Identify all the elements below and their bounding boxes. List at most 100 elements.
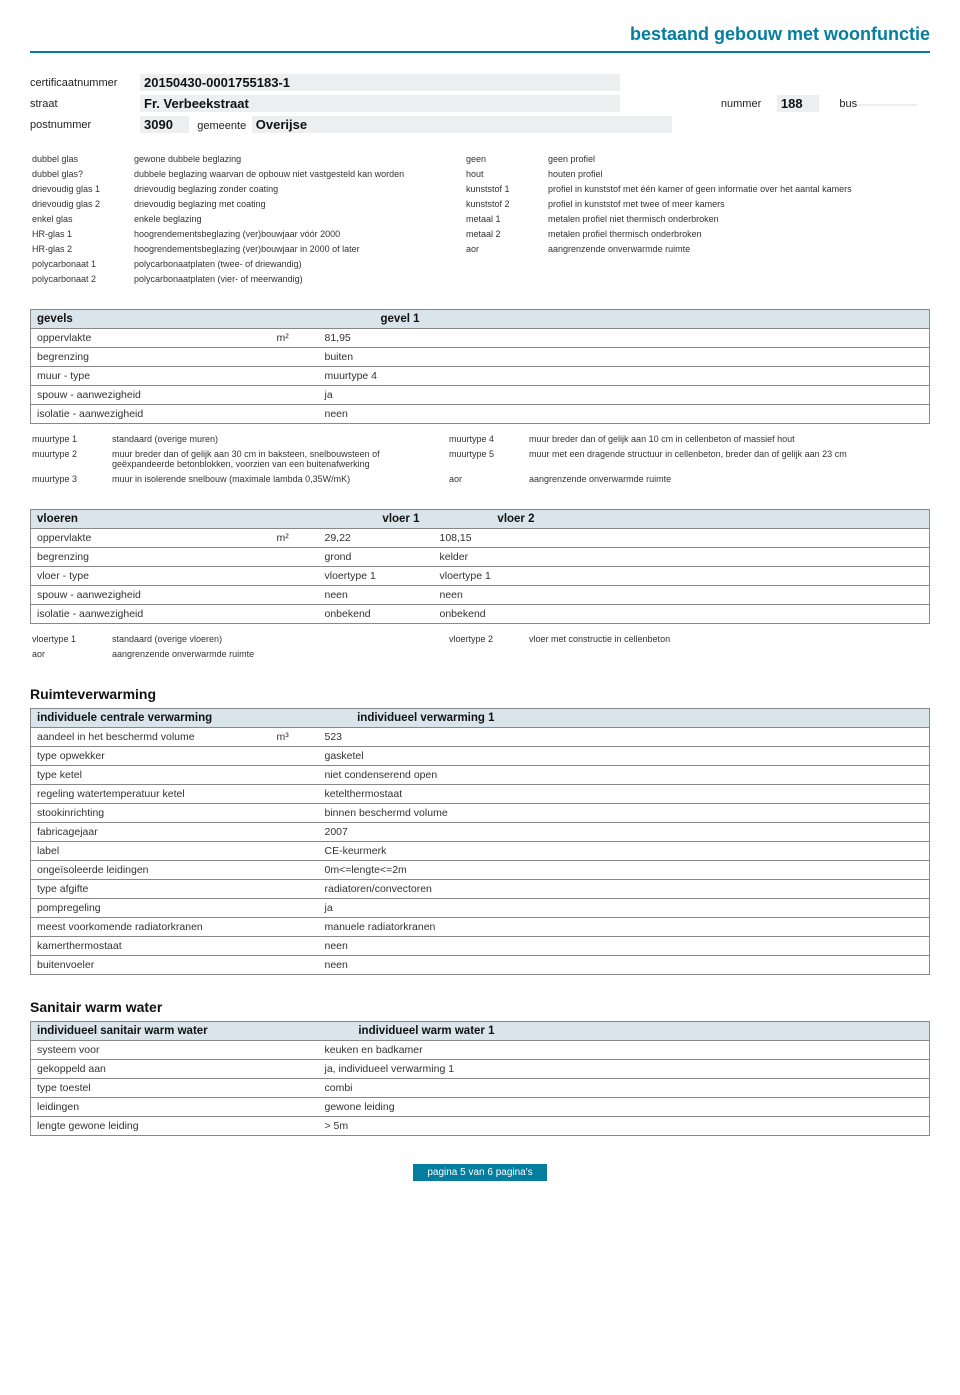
legend-def: standaard (overige vloeren) (112, 632, 447, 645)
row-label: begrenzing (31, 548, 271, 567)
sanitair-table: individueel sanitair warm water individu… (30, 1021, 930, 1136)
legend-term: muurtype 3 (32, 472, 110, 485)
row-unit: m² (271, 529, 319, 548)
row-unit (271, 918, 319, 937)
legend-def: muur breder dan of gelijk aan 30 cm in b… (112, 447, 447, 470)
row-label: ongeïsoleerde leidingen (31, 861, 271, 880)
row-value: neen (319, 956, 509, 975)
sanitair-heading: Sanitair warm water (30, 999, 930, 1015)
cert-label: certificaatnummer (30, 73, 140, 92)
row-value: buiten (319, 348, 434, 367)
verwarming-col1: individueel verwarming 1 (319, 709, 509, 728)
row-value: 0m<=lengte<=2m (319, 861, 509, 880)
row-label: meest voorkomende radiatorkranen (31, 918, 271, 937)
row-label: pompregeling (31, 899, 271, 918)
row-value: 2007 (319, 823, 509, 842)
row-unit (271, 766, 319, 785)
row-label: type ketel (31, 766, 271, 785)
row-label: type toestel (31, 1079, 271, 1098)
legend-def: aangrenzende onverwarmde ruimte (112, 647, 447, 660)
row-value: ketelthermostaat (319, 785, 509, 804)
row-value: keuken en badkamer (319, 1041, 509, 1060)
row-value: onbekend (434, 605, 549, 624)
legend-def (529, 647, 928, 660)
legend-def: aangrenzende onverwarmde ruimte (529, 472, 928, 485)
row-value: onbekend (319, 605, 434, 624)
row-value: CE-keurmerk (319, 842, 509, 861)
row-unit: m³ (271, 728, 319, 747)
sanitair-subheading: individueel sanitair warm water (31, 1022, 319, 1041)
row-label: kamerthermostaat (31, 937, 271, 956)
legend-def: metalen profiel niet thermisch onderbrok… (548, 212, 928, 225)
row-unit (271, 747, 319, 766)
bus-value (857, 104, 917, 106)
row-label: isolatie - aanwezigheid (31, 405, 271, 424)
legend-term: muurtype 2 (32, 447, 110, 470)
row-value: 29,22 (319, 529, 434, 548)
legend-term: metaal 2 (466, 227, 546, 240)
legend-term: metaal 1 (466, 212, 546, 225)
row-value: grond (319, 548, 434, 567)
glazing-legend: dubbel glasgewone dubbele beglazinggeeng… (30, 150, 930, 287)
row-unit (271, 880, 319, 899)
row-unit (271, 605, 319, 624)
legend-term: muurtype 1 (32, 432, 110, 445)
row-value: 81,95 (319, 329, 434, 348)
legend-def: polycarbonaatplaten (twee- of driewandig… (134, 257, 464, 270)
row-label: leidingen (31, 1098, 271, 1117)
row-unit (271, 1079, 319, 1098)
ruimteverwarming-heading: Ruimteverwarming (30, 686, 930, 702)
verwarming-heading: individuele centrale verwarming (31, 709, 319, 728)
row-value: muurtype 4 (319, 367, 434, 386)
legend-term: polycarbonaat 1 (32, 257, 132, 270)
row-label: systeem voor (31, 1041, 271, 1060)
row-value: ja (319, 386, 434, 405)
row-value: vloertype 1 (434, 567, 549, 586)
row-value: 523 (319, 728, 509, 747)
vloeren-heading: vloeren (31, 510, 319, 529)
legend-def: muur in isolerende snelbouw (maximale la… (112, 472, 447, 485)
row-value: ja (319, 899, 509, 918)
row-unit (271, 386, 319, 405)
row-label: type afgifte (31, 880, 271, 899)
legend-term: vloertype 2 (449, 632, 527, 645)
row-unit (271, 1041, 319, 1060)
straat-value: Fr. Verbeekstraat (140, 95, 620, 112)
row-unit (271, 348, 319, 367)
legend-term: HR-glas 2 (32, 242, 132, 255)
legend-term: dubbel glas (32, 152, 132, 165)
legend-def: enkele beglazing (134, 212, 464, 225)
row-label: oppervlakte (31, 329, 271, 348)
row-label: spouw - aanwezigheid (31, 586, 271, 605)
legend-def: dubbele beglazing waarvan de opbouw niet… (134, 167, 464, 180)
gevels-table: gevels gevel 1 oppervlaktem²81,95begrenz… (30, 309, 930, 424)
row-unit (271, 548, 319, 567)
row-unit (271, 937, 319, 956)
legend-def: houten profiel (548, 167, 928, 180)
row-value: radiatoren/convectoren (319, 880, 509, 899)
legend-def: muur breder dan of gelijk aan 10 cm in c… (529, 432, 928, 445)
vloeren-table: vloeren vloer 1 vloer 2 oppervlaktem²29,… (30, 509, 930, 624)
legend-def: metalen profiel thermisch onderbroken (548, 227, 928, 240)
legend-term: polycarbonaat 2 (32, 272, 132, 285)
row-value: 108,15 (434, 529, 549, 548)
legend-def: muur met een dragende structuur in celle… (529, 447, 928, 470)
postnummer-label: postnummer (30, 115, 140, 134)
row-label: stookinrichting (31, 804, 271, 823)
gemeente-value: Overijse (252, 116, 672, 133)
row-value: gewone leiding (319, 1098, 509, 1117)
legend-term: muurtype 5 (449, 447, 527, 470)
legend-term: hout (466, 167, 546, 180)
legend-def: drievoudig beglazing met coating (134, 197, 464, 210)
gevels-heading: gevels (31, 310, 319, 329)
row-label: gekoppeld aan (31, 1060, 271, 1079)
row-label: buitenvoeler (31, 956, 271, 975)
legend-term (466, 257, 546, 270)
legend-def: drievoudig beglazing zonder coating (134, 182, 464, 195)
legend-def: polycarbonaatplaten (vier- of meerwandig… (134, 272, 464, 285)
legend-term: vloertype 1 (32, 632, 110, 645)
legend-def: standaard (overige muren) (112, 432, 447, 445)
row-unit (271, 823, 319, 842)
row-label: vloer - type (31, 567, 271, 586)
row-unit (271, 842, 319, 861)
